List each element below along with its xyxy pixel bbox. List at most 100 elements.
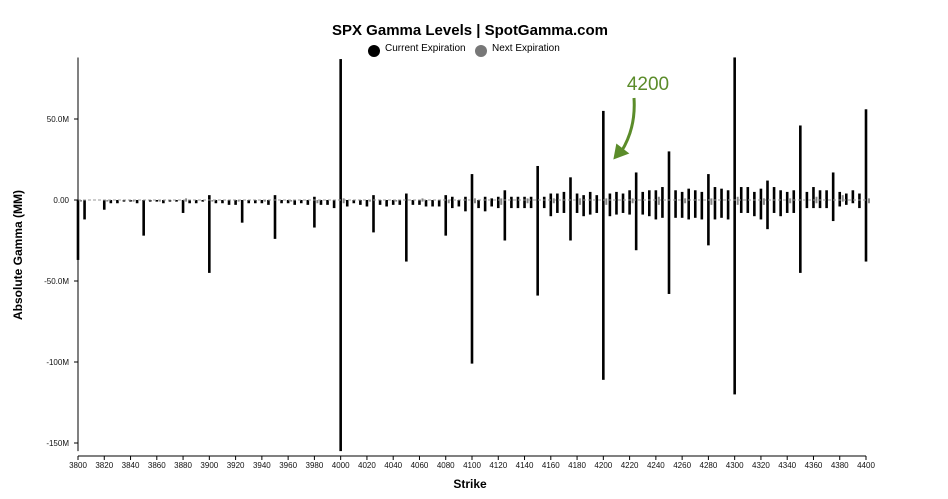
bar-current-pos-4275 bbox=[700, 191, 704, 200]
bar-current-neg-3940 bbox=[260, 200, 264, 204]
bar-current-pos-4240 bbox=[654, 190, 658, 200]
bar-current-pos-4265 bbox=[687, 188, 690, 200]
bar-current-neg-4295 bbox=[726, 200, 730, 220]
legend-marker-current-expiration bbox=[368, 45, 380, 57]
bar-current-neg-3930 bbox=[247, 200, 251, 204]
bar-current-neg-4050 bbox=[405, 200, 408, 262]
x-tick-label: 4320 bbox=[752, 461, 770, 470]
bar-next-neg-4380 bbox=[841, 200, 844, 202]
bar-current-pos-4085 bbox=[451, 196, 454, 200]
bar-current-neg-4250 bbox=[667, 200, 671, 294]
bar-current-pos-4250 bbox=[667, 151, 671, 200]
bar-current-neg-4125 bbox=[503, 200, 507, 241]
bar-current-neg-4030 bbox=[378, 200, 382, 205]
bar-next-neg-4100 bbox=[474, 200, 476, 204]
bar-next-pos-4400 bbox=[868, 198, 870, 200]
bar-current-neg-4310 bbox=[746, 200, 750, 213]
bar-current-neg-3820 bbox=[102, 200, 106, 210]
bar-current-neg-3915 bbox=[227, 200, 231, 205]
bar-current-neg-4150 bbox=[536, 200, 539, 296]
x-tick-label: 3840 bbox=[122, 461, 140, 470]
bar-current-neg-3890 bbox=[194, 200, 198, 204]
bar-next-pos-4300 bbox=[736, 196, 739, 200]
bar-current-neg-4140 bbox=[523, 200, 526, 209]
bar-current-neg-3895 bbox=[201, 200, 205, 202]
bar-current-pos-4135 bbox=[516, 196, 520, 200]
bar-current-neg-4095 bbox=[464, 200, 467, 212]
bar-current-neg-4380 bbox=[838, 200, 842, 207]
bar-current-pos-4095 bbox=[464, 196, 467, 200]
x-tick-label: 4340 bbox=[778, 461, 796, 470]
bar-current-neg-3995 bbox=[332, 200, 336, 209]
bar-next-neg-4160 bbox=[552, 200, 555, 204]
bar-current-pos-4365 bbox=[818, 190, 822, 200]
bar-current-pos-4290 bbox=[720, 188, 723, 200]
bar-next-pos-4360 bbox=[815, 196, 818, 200]
x-tick-label: 4120 bbox=[489, 461, 507, 470]
bar-current-neg-4195 bbox=[595, 200, 599, 213]
x-tick-label: 4040 bbox=[384, 461, 402, 470]
bar-current-neg-4070 bbox=[431, 200, 434, 207]
bar-next-pos-4240 bbox=[657, 196, 660, 200]
bar-current-neg-4000 bbox=[339, 200, 342, 452]
bar-next-neg-4120 bbox=[500, 200, 503, 205]
bar-current-neg-4365 bbox=[818, 200, 822, 209]
bar-next-neg-3800 bbox=[80, 200, 82, 202]
bar-current-neg-4400 bbox=[864, 200, 868, 262]
bar-next-pos-4340 bbox=[789, 198, 792, 200]
x-tick-label: 4020 bbox=[358, 461, 376, 470]
y-tick-label: -100M bbox=[46, 358, 69, 367]
bar-current-neg-4040 bbox=[391, 200, 395, 205]
bar-current-pos-4255 bbox=[674, 190, 677, 200]
bars-group bbox=[76, 57, 870, 452]
bar-next-neg-4240 bbox=[657, 200, 660, 205]
bar-next-pos-4260 bbox=[684, 198, 687, 200]
bar-current-neg-4325 bbox=[766, 200, 769, 230]
bar-current-neg-4245 bbox=[661, 200, 664, 218]
bar-current-pos-4180 bbox=[575, 193, 579, 200]
bar-current-neg-4235 bbox=[648, 200, 651, 217]
bar-current-neg-4390 bbox=[851, 200, 855, 204]
x-tick-label: 3800 bbox=[69, 461, 87, 470]
bar-current-neg-3840 bbox=[129, 200, 132, 202]
bar-current-neg-4350 bbox=[799, 200, 802, 273]
bar-current-neg-4360 bbox=[812, 200, 815, 209]
bar-current-neg-4375 bbox=[831, 200, 835, 222]
annotation-4200: 4200 bbox=[613, 74, 669, 160]
bar-current-neg-4105 bbox=[477, 200, 480, 209]
bar-next-pos-4280 bbox=[710, 198, 713, 200]
bar-next-pos-4200 bbox=[605, 198, 608, 200]
bar-current-pos-4305 bbox=[739, 187, 743, 200]
bar-current-neg-4255 bbox=[674, 200, 677, 218]
bar-current-pos-4190 bbox=[588, 191, 592, 200]
bar-current-neg-3900 bbox=[208, 200, 211, 273]
bar-next-neg-4340 bbox=[789, 200, 792, 204]
bar-current-neg-3990 bbox=[326, 200, 329, 205]
x-tick-label: 4060 bbox=[411, 461, 429, 470]
bar-current-neg-4340 bbox=[785, 200, 789, 213]
bar-current-pos-4125 bbox=[503, 190, 507, 200]
bar-current-neg-4320 bbox=[759, 200, 763, 220]
bar-current-neg-3835 bbox=[122, 200, 126, 202]
x-axis: 3800 3820 3840 3860 3880 3900 3920 3940 3960 3980… bbox=[69, 455, 875, 470]
bar-current-pos-4345 bbox=[792, 190, 796, 200]
bar-current-neg-4335 bbox=[779, 200, 782, 217]
bar-current-neg-4010 bbox=[352, 200, 356, 204]
bar-current-neg-4215 bbox=[621, 200, 625, 213]
bar-current-pos-4210 bbox=[615, 191, 618, 200]
bar-next-neg-3880 bbox=[185, 200, 188, 202]
bar-current-neg-4055 bbox=[411, 200, 415, 205]
annotation-label: 4200 bbox=[627, 74, 669, 95]
bar-current-pos-4395 bbox=[858, 193, 861, 200]
bar-current-neg-4280 bbox=[707, 200, 710, 246]
bar-next-neg-3820 bbox=[106, 200, 109, 202]
bar-current-neg-4060 bbox=[418, 200, 421, 205]
y-tick-label: -150M bbox=[46, 439, 69, 448]
bar-current-pos-4155 bbox=[542, 196, 546, 200]
bar-current-neg-3855 bbox=[148, 200, 152, 202]
bar-current-pos-4100 bbox=[470, 174, 474, 200]
bar-current-neg-4065 bbox=[424, 200, 428, 207]
bar-current-pos-4380 bbox=[838, 191, 842, 200]
bar-current-neg-4205 bbox=[608, 200, 612, 217]
annotation-arrow bbox=[620, 97, 636, 153]
